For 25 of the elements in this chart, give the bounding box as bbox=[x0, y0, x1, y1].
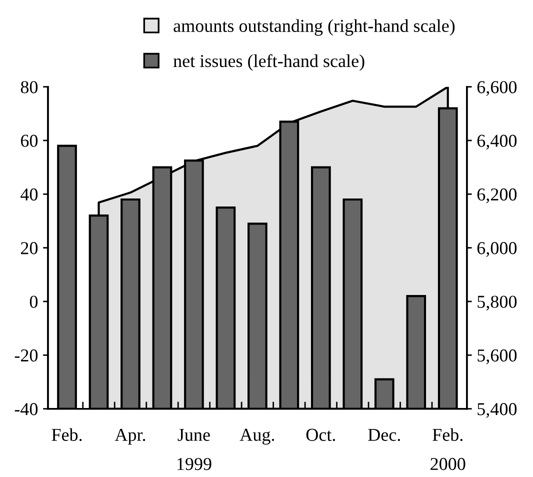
y-tick-label: 0 bbox=[30, 296, 38, 308]
legend-label: amounts outstanding (right-hand scale) bbox=[174, 19, 455, 36]
y2-tick-label: 6,600 bbox=[477, 81, 517, 96]
y-tick-label: -40 bbox=[14, 403, 38, 416]
y2-tick-label: 6,000 bbox=[477, 242, 517, 257]
y-tick-label: 40 bbox=[20, 188, 38, 201]
y2-tick-label: 6,200 bbox=[477, 188, 517, 204]
y-tick-label: 20 bbox=[20, 242, 38, 254]
y-tick-label: 60 bbox=[20, 134, 38, 147]
y2-tick-label: 5,600 bbox=[478, 349, 517, 364]
x-tick-label: June bbox=[178, 428, 210, 441]
legend-label: net issues (left-hand scale) bbox=[173, 54, 364, 71]
x-tick-label: Oct. bbox=[306, 428, 336, 442]
y2-tick-label: 5,400 bbox=[478, 403, 517, 418]
x-tick-label: Feb. bbox=[432, 428, 462, 442]
text: 2000 bbox=[430, 458, 466, 470]
y-tick-label: -20 bbox=[14, 349, 38, 362]
x-tick-label: Apr. bbox=[114, 428, 146, 445]
text: 1999 bbox=[177, 458, 212, 470]
x-tick-label: Feb. bbox=[52, 428, 82, 442]
y2-tick-label: 6,400 bbox=[477, 134, 517, 150]
x-tick-label: Aug. bbox=[240, 428, 274, 445]
x-tick-label: Dec. bbox=[368, 428, 400, 442]
y-tick-label: 80 bbox=[20, 81, 38, 94]
y2-tick-label: 5,800 bbox=[478, 296, 517, 311]
